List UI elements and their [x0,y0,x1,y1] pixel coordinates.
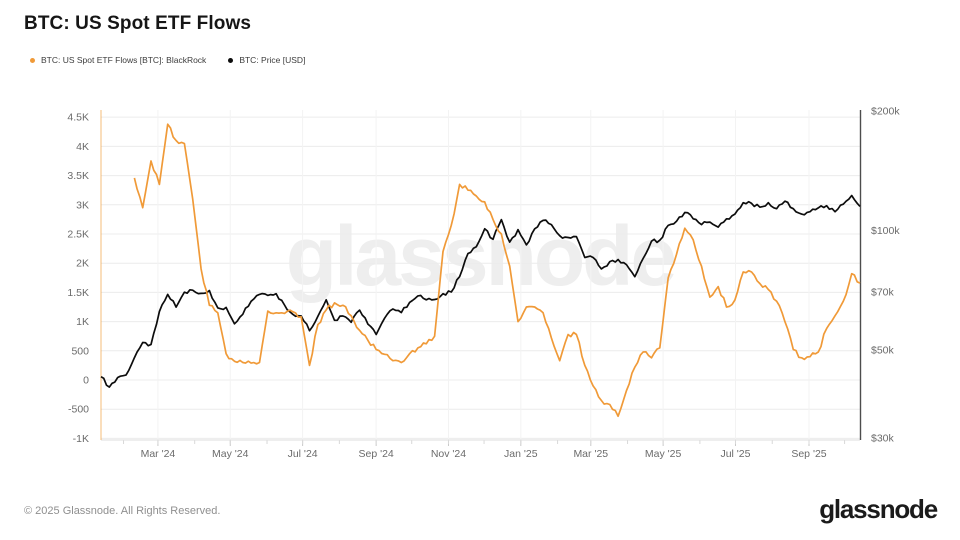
x-axis-label: Mar '25 [573,448,608,460]
y-axis-left-label: 0 [83,375,89,387]
y-axis-right-label: $50k [871,344,895,356]
x-axis-label: Sep '24 [358,448,393,460]
y-axis-left-label: 4K [76,141,89,153]
y-axis-left-label: -1K [73,433,89,445]
x-axis-label: Sep '25 [791,448,826,460]
x-axis-label: Jan '25 [504,448,538,460]
legend-label: BTC: Price [USD] [239,55,306,65]
x-axis-label: Jul '25 [720,448,750,460]
y-axis-right-label: $70k [871,286,895,298]
page-title: BTC: US Spot ETF Flows [24,13,252,34]
x-axis-label: May '25 [645,448,682,460]
y-axis-left-label: 500 [71,345,89,357]
price-line [100,194,861,388]
legend-dot-icon [30,57,35,63]
legend-item-price[interactable]: BTC: Price [USD] [228,55,305,65]
y-axis-left-label: 1.5K [67,287,89,299]
etf-flows-line [133,123,861,418]
y-axis-left-label: 2K [76,258,89,270]
y-axis-left-label: 1K [76,316,89,328]
y-axis-left-label: 4.5K [67,112,89,124]
glassnode-logo: glassnode [819,494,938,524]
legend-item-etf-flows[interactable]: BTC: US Spot ETF Flows [BTC]: BlackRock [30,55,206,65]
y-axis-right-label: $200k [871,106,900,118]
y-axis-right-label: $30k [871,432,895,444]
chart-legend: BTC: US Spot ETF Flows [BTC]: BlackRock B… [30,55,305,65]
x-axis-label: May '24 [212,448,249,460]
x-axis-label: Nov '24 [431,448,466,460]
x-axis-label: Mar '24 [141,448,176,460]
y-axis-left-label: 3.5K [67,170,89,182]
legend-dot-icon [228,57,234,63]
y-axis-left-label: -500 [68,404,89,416]
y-axis-left-label: 3K [76,199,89,211]
y-axis-right-label: $100k [871,225,900,237]
y-axis-left-label: 2.5K [67,228,89,240]
copyright-text: © 2025 Glassnode. All Rights Reserved. [24,505,221,517]
legend-label: BTC: US Spot ETF Flows [BTC]: BlackRock [41,55,207,65]
x-axis-label: Jul '24 [288,448,318,460]
glassnode-watermark: glassnode [285,209,677,303]
